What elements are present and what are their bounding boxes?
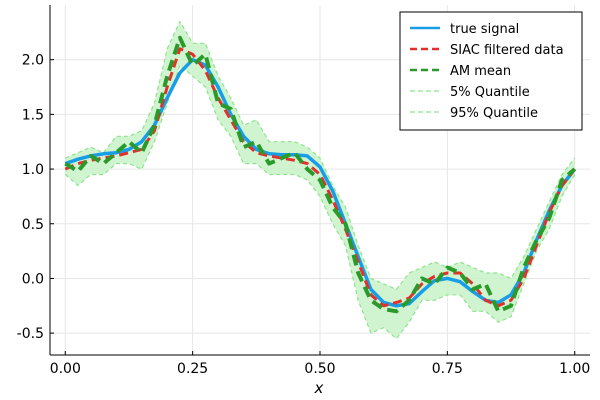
legend-label-true-signal: true signal [450,22,519,37]
legend-label-95-quantile: 95% Quantile [450,106,538,121]
series-line-95-quantile [65,20,576,290]
x-tick-label-4: 1.00 [559,361,590,377]
series-layer [64,20,577,340]
x-tick-label-3: 0.75 [432,361,463,377]
y-tick-label-2: 0.5 [22,217,44,233]
legend-label-5-quantile: 5% Quantile [450,85,530,100]
x-tick-label-1: 0.25 [177,361,208,377]
x-axis-label: x [314,379,324,397]
legend-box [399,11,583,131]
series-line-5-quantile [64,64,576,340]
series-line-siac-filtered-data [64,47,576,308]
y-tick-label-4: 1.5 [22,107,44,123]
y-tick-label-3: 1.0 [22,162,44,178]
x-tick-label-2: 0.50 [304,361,335,377]
x-tick-label-0: 0.00 [50,361,81,377]
y-tick-label-1: 0.0 [22,271,44,287]
y-tick-label-0: -0.5 [17,326,44,342]
legend: true signal SIAC filtered data AM mean 5% Q… [399,11,583,131]
series-line-am-mean [64,35,577,314]
legend-label-am-mean: AM mean [450,64,511,79]
tick-labels: 0.00 0.25 0.50 0.75 1.00 -0.5 0.0 0.5 1.0 1.5 2.0 [17,53,591,377]
y-tick-label-5: 2.0 [22,53,44,69]
legend-label-siac-filtered-data: SIAC filtered data [450,43,564,58]
